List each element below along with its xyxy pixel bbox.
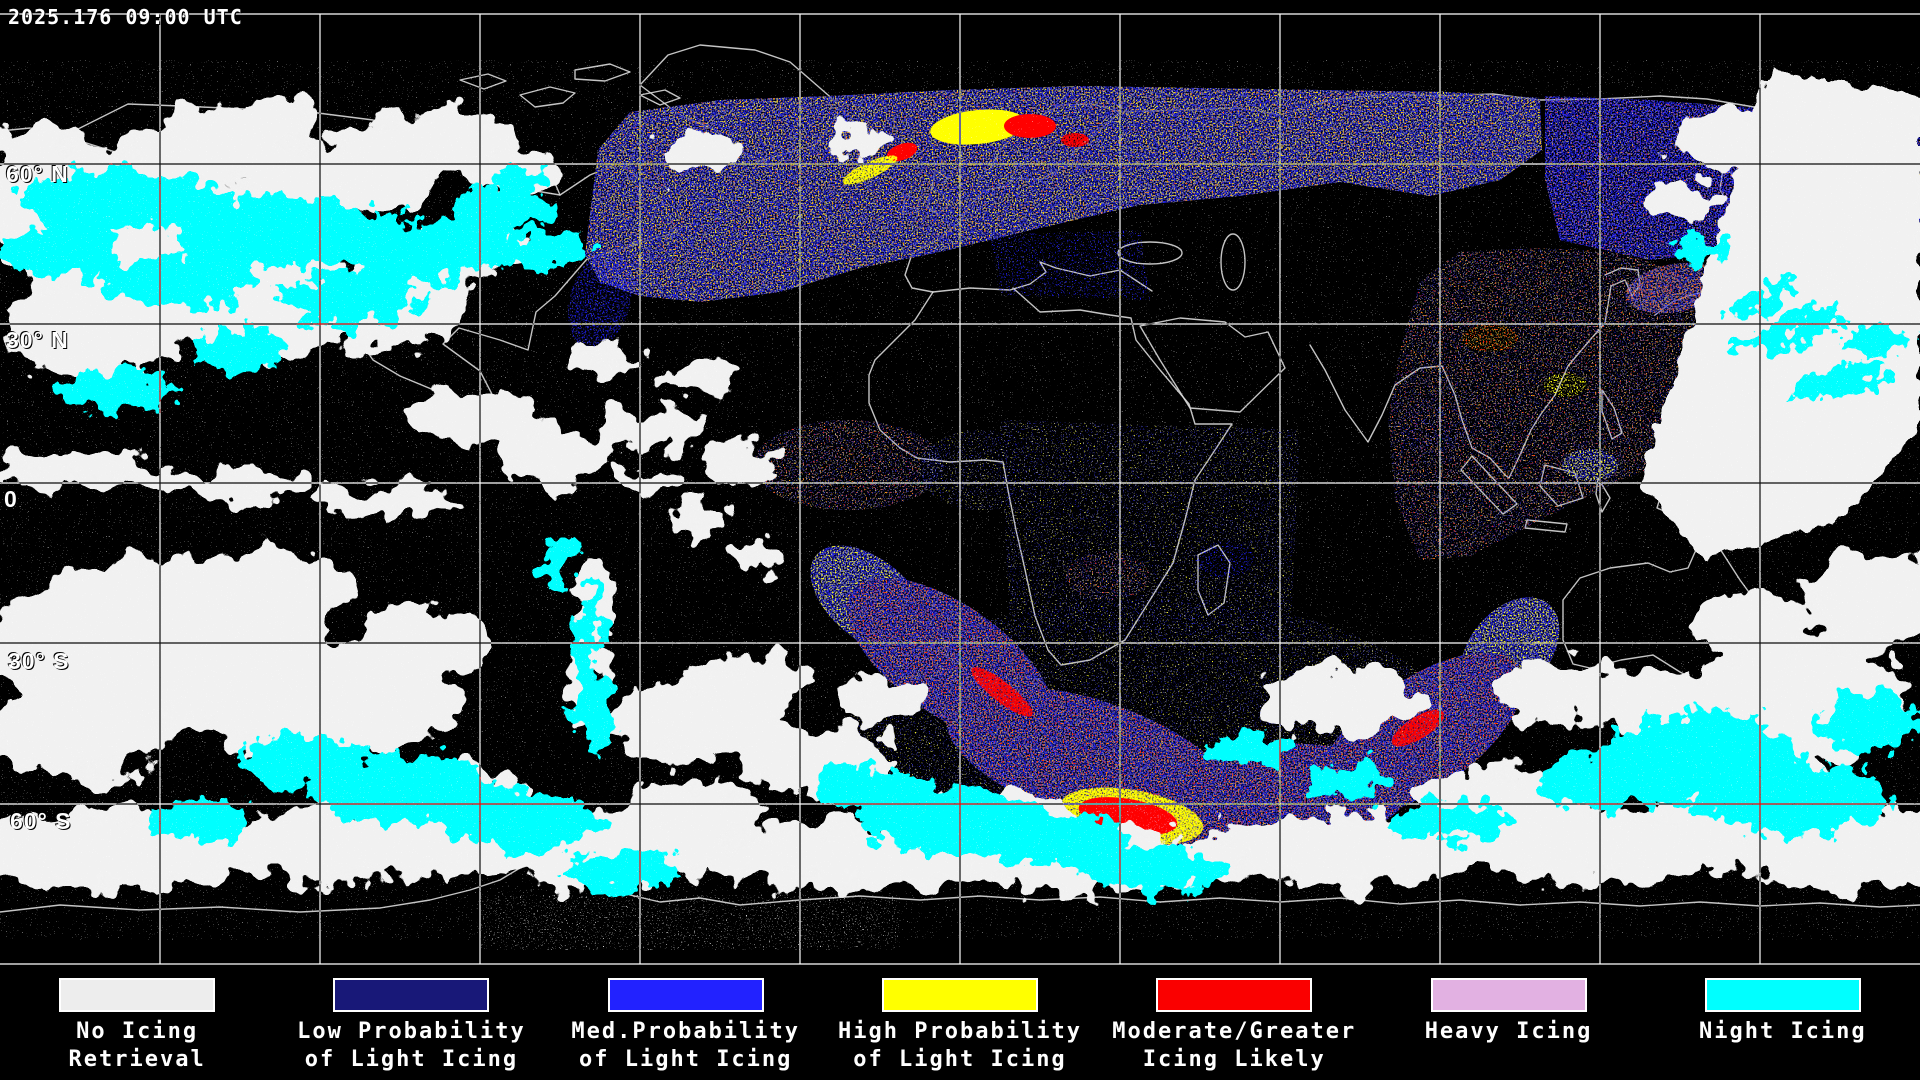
legend-swatch-night [1704,978,1861,1012]
legend-label-med-prob: Med.Probability of Light Icing [571,1019,801,1072]
legend-item-night: Night Icing [1646,966,1920,1080]
legend-bar: No Icing Retrieval Low Probability of Ligh… [0,966,1920,1080]
legend-item-high-prob: High Probability of Light Icing [823,966,1097,1080]
legend-label-no-icing: No Icing Retrieval [68,1019,206,1072]
legend-label-night: Night Icing [1698,1019,1867,1044]
graticule-layer [0,13,1920,965]
lat-label-30s: 30° S [8,648,70,674]
legend-item-moderate: Moderate/Greater Icing Likely [1097,966,1371,1080]
legend-item-no-icing: No Icing Retrieval [0,966,274,1080]
lat-label-60s: 60° S [10,808,72,834]
icing-map-canvas [0,13,1920,965]
legend-swatch-no-icing [59,978,216,1012]
lat-label-30n: 30° N [6,327,69,353]
world-icing-map [0,13,1920,965]
lat-label-eq: 0 [4,486,18,512]
legend-swatch-moderate [1156,978,1313,1012]
legend-swatch-med-prob [607,978,764,1012]
legend-swatch-high-prob [881,978,1038,1012]
legend-label-high-prob: High Probability of Light Icing [838,1019,1082,1072]
legend-label-heavy: Heavy Icing [1424,1019,1593,1044]
legend-swatch-heavy [1430,978,1587,1012]
legend-item-low-prob: Low Probability of Light Icing [274,966,548,1080]
legend-swatch-low-prob [333,978,490,1012]
legend-label-low-prob: Low Probability of Light Icing [297,1019,526,1072]
legend-label-moderate: Moderate/Greater Icing Likely [1112,1019,1357,1072]
legend-item-med-prob: Med.Probability of Light Icing [549,966,823,1080]
timestamp-label: 2025.176 09:00 UTC [8,5,243,29]
lat-label-60n: 60° N [6,161,69,187]
legend-item-heavy: Heavy Icing [1371,966,1645,1080]
